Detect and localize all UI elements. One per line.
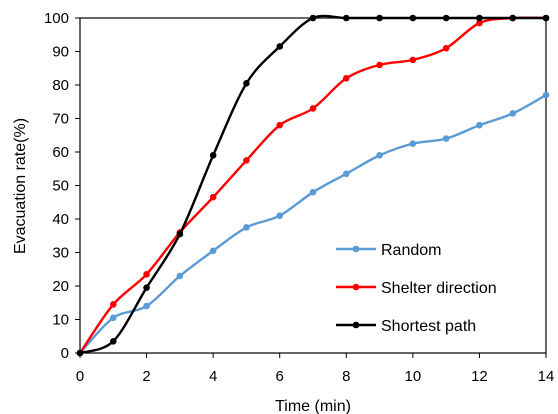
data-point-shelter-direction <box>209 193 217 201</box>
data-point-random <box>209 247 217 255</box>
data-point-shortest-path <box>109 337 117 345</box>
x-tick-label: 0 <box>76 368 84 385</box>
legend-item-shortest-path: Shortest path <box>336 318 476 335</box>
x-tick-label: 8 <box>342 368 350 385</box>
y-tick-label: 20 <box>52 278 69 295</box>
data-point-shortest-path <box>376 14 383 22</box>
data-point-shelter-direction <box>243 157 250 164</box>
y-tick-label: 80 <box>52 77 69 94</box>
x-tick-label: 10 <box>405 368 422 385</box>
data-point-shortest-path <box>243 80 250 87</box>
data-point-random <box>509 110 517 117</box>
data-point-shortest-path <box>209 152 217 159</box>
legend-marker <box>352 283 360 291</box>
x-tick-label: 12 <box>471 368 488 385</box>
x-tick-label: 6 <box>276 368 284 385</box>
data-point-random <box>109 314 117 322</box>
data-point-shortest-path <box>309 14 317 22</box>
y-tick-label: 90 <box>52 44 69 61</box>
series-random <box>76 91 550 357</box>
data-point-random <box>376 152 383 159</box>
data-point-shelter-direction <box>342 75 350 82</box>
tick-labels: 0 2 4 6 8 10 12 14 0 10 20 30 40 50 60 70 80 90 100 <box>44 10 554 385</box>
data-point-shortest-path <box>342 14 350 22</box>
y-axis-title: Evacuation rate(%) <box>12 118 29 254</box>
series-shortest-path <box>76 14 550 357</box>
legend-marker <box>352 245 360 253</box>
data-point-random <box>476 121 483 129</box>
data-point-shelter-direction <box>109 301 117 308</box>
x-tick-label: 2 <box>142 368 150 385</box>
data-point-shelter-direction <box>442 44 450 52</box>
data-point-shelter-direction <box>376 61 383 69</box>
data-point-shelter-direction <box>476 19 483 27</box>
y-tick-label: 0 <box>61 345 69 362</box>
data-point-random <box>309 188 317 196</box>
y-tick-label: 50 <box>52 178 69 195</box>
data-point-random <box>143 302 150 310</box>
data-point-random <box>243 224 250 231</box>
data-point-random <box>176 272 184 280</box>
data-point-shortest-path <box>509 14 517 22</box>
data-point-shortest-path <box>542 14 550 22</box>
series-lines <box>76 14 550 357</box>
legend-marker <box>352 321 360 329</box>
x-tick-label: 4 <box>209 368 217 385</box>
legend-label: Shortest path <box>381 318 476 335</box>
data-point-shelter-direction <box>143 270 150 278</box>
data-point-random <box>409 140 417 147</box>
y-tick-label: 40 <box>52 211 69 228</box>
legend-item-shelter-direction: Shelter direction <box>336 280 497 297</box>
data-point-shelter-direction <box>409 56 417 64</box>
y-tick-label: 30 <box>52 245 69 262</box>
y-tick-label: 70 <box>52 111 69 128</box>
data-point-shortest-path <box>176 230 184 238</box>
x-tick-label: 14 <box>538 368 555 385</box>
legend-label: Shelter direction <box>381 280 497 297</box>
data-point-shortest-path <box>476 14 483 22</box>
series-line-random <box>78 93 548 355</box>
data-point-shelter-direction <box>309 105 317 112</box>
legend-item-random: Random <box>336 242 441 259</box>
y-tick-label: 60 <box>52 144 69 161</box>
legend-label: Random <box>381 242 441 259</box>
x-axis-title: Time (min) <box>275 398 351 414</box>
legend: Random Shelter direction Shortest path <box>336 242 497 335</box>
y-tick-label: 100 <box>44 10 69 27</box>
data-point-shortest-path <box>76 349 84 357</box>
data-point-shortest-path <box>409 14 417 22</box>
data-point-random <box>442 135 450 142</box>
data-point-shortest-path <box>143 284 150 291</box>
data-point-random <box>276 212 284 219</box>
data-point-random <box>342 170 350 178</box>
data-point-shelter-direction <box>276 121 284 129</box>
data-point-shortest-path <box>442 14 450 22</box>
data-point-random <box>542 91 550 99</box>
y-tick-label: 10 <box>52 312 69 329</box>
data-point-shortest-path <box>276 43 284 50</box>
